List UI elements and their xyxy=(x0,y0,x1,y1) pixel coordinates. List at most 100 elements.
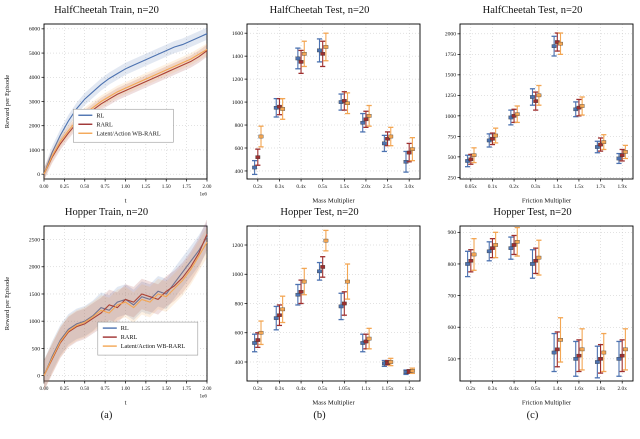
svg-text:1.1x: 1.1x xyxy=(361,386,371,392)
svg-text:1.5x: 1.5x xyxy=(340,184,350,190)
svg-text:0.1x: 0.1x xyxy=(488,184,498,190)
panel-hopper-test-friction: Hopper Test, n=20 500 600 700 800 900 0.2x 0.3… xyxy=(426,206,639,408)
chart-title: Hopper Train, n=20 xyxy=(64,207,149,218)
svg-text:1.8x: 1.8x xyxy=(596,386,606,392)
svg-text:0.00: 0.00 xyxy=(40,386,49,392)
svg-text:0.5x: 0.5x xyxy=(318,184,328,190)
svg-text:1000: 1000 xyxy=(445,114,456,120)
svg-text:0.2x: 0.2x xyxy=(253,386,263,392)
caption-c: (c) xyxy=(526,410,539,421)
svg-text:800: 800 xyxy=(448,262,457,268)
svg-text:1.25: 1.25 xyxy=(141,386,150,392)
svg-text:2000: 2000 xyxy=(29,124,40,130)
svg-text:0.50: 0.50 xyxy=(80,184,89,190)
svg-text:0.25: 0.25 xyxy=(60,386,69,392)
panel-halfcheetah-train: HalfCheetah Train, n=20 0 1000 2000 3000 400… xyxy=(0,4,213,206)
svg-text:Reward per Episode: Reward per Episode xyxy=(4,75,11,129)
svg-text:700: 700 xyxy=(448,293,457,299)
svg-text:Friction Multiplier: Friction Multiplier xyxy=(522,400,572,407)
svg-text:800: 800 xyxy=(235,123,244,129)
svg-text:600: 600 xyxy=(235,331,244,337)
panel-hopper-train: Hopper Train, n=20 0 500 1000 1500 2000 2500 0… xyxy=(0,206,213,408)
svg-text:0.75: 0.75 xyxy=(101,386,110,392)
svg-text:1.00: 1.00 xyxy=(121,386,130,392)
svg-text:t: t xyxy=(125,198,127,205)
svg-text:500: 500 xyxy=(448,357,457,363)
svg-text:0.5x: 0.5x xyxy=(531,386,541,392)
hopper-train-chart: 0 500 1000 1500 2000 2500 0.00 0.25 0.50 0.75 1.00… xyxy=(4,220,212,407)
svg-text:1.50: 1.50 xyxy=(162,386,171,392)
svg-text:1.7x: 1.7x xyxy=(596,184,606,190)
caption-b: (b) xyxy=(313,410,326,421)
svg-text:5000: 5000 xyxy=(29,51,40,57)
svg-text:RL: RL xyxy=(96,112,104,119)
svg-text:1.3x: 1.3x xyxy=(553,184,563,190)
svg-text:1.75: 1.75 xyxy=(182,184,191,190)
svg-text:600: 600 xyxy=(448,325,457,331)
svg-text:1500: 1500 xyxy=(445,73,456,79)
svg-text:600: 600 xyxy=(235,146,244,152)
svg-text:0.50: 0.50 xyxy=(80,386,89,392)
svg-text:1500: 1500 xyxy=(29,292,40,298)
svg-text:RARL: RARL xyxy=(121,334,138,341)
svg-text:500: 500 xyxy=(448,155,457,161)
svg-text:250: 250 xyxy=(448,175,457,181)
svg-text:1.25: 1.25 xyxy=(141,184,150,190)
panel-halfcheetah-test-mass: HalfCheetah Test, n=20 400 600 800 1000 1200… xyxy=(213,4,426,206)
svg-text:900: 900 xyxy=(448,230,457,236)
svg-text:0.00: 0.00 xyxy=(40,184,49,190)
svg-text:1.15x: 1.15x xyxy=(381,386,393,392)
svg-text:3000: 3000 xyxy=(29,99,40,105)
svg-text:2.00: 2.00 xyxy=(203,184,212,190)
svg-text:1.6x: 1.6x xyxy=(574,386,584,392)
svg-text:2000: 2000 xyxy=(445,32,456,38)
svg-text:Mass Multiplier: Mass Multiplier xyxy=(312,400,355,407)
halfcheetah-train-chart: 0 1000 2000 3000 4000 5000 6000 0.00 0.25 0.50 0.7… xyxy=(4,23,212,205)
svg-text:0.75: 0.75 xyxy=(101,184,110,190)
svg-text:1000: 1000 xyxy=(232,272,243,278)
svg-text:800: 800 xyxy=(235,301,244,307)
svg-text:0: 0 xyxy=(37,172,40,178)
svg-text:0.5x: 0.5x xyxy=(318,386,328,392)
chart-title: HalfCheetah Test, n=20 xyxy=(482,5,583,16)
caption-row: (a) (b) (c) xyxy=(0,410,640,421)
svg-text:1.05x: 1.05x xyxy=(338,386,350,392)
svg-text:0.3x: 0.3x xyxy=(275,386,285,392)
svg-text:1200: 1200 xyxy=(232,77,243,83)
svg-text:Friction Multiplier: Friction Multiplier xyxy=(522,198,572,205)
svg-text:0.25: 0.25 xyxy=(60,184,69,190)
svg-text:Latent/Action WB-RARL: Latent/Action WB-RARL xyxy=(96,130,161,137)
svg-text:0.05x: 0.05x xyxy=(465,184,477,190)
chart-title: Hopper Test, n=20 xyxy=(493,207,572,218)
svg-text:0.2x: 0.2x xyxy=(253,184,263,190)
svg-text:1000: 1000 xyxy=(29,148,40,154)
chart-title: HalfCheetah Test, n=20 xyxy=(269,5,370,16)
svg-text:3.0x: 3.0x xyxy=(404,184,414,190)
svg-text:2000: 2000 xyxy=(29,265,40,271)
svg-text:2.00: 2.00 xyxy=(203,386,212,392)
svg-text:0.2x: 0.2x xyxy=(466,386,476,392)
svg-text:2.5x: 2.5x xyxy=(383,184,393,190)
svg-text:1.75: 1.75 xyxy=(182,386,191,392)
panel-halfcheetah-test-friction: HalfCheetah Test, n=20 250 500 750 1000 1250… xyxy=(426,4,639,206)
svg-text:0.4x: 0.4x xyxy=(296,386,306,392)
svg-text:RARL: RARL xyxy=(96,121,113,128)
svg-text:1750: 1750 xyxy=(445,52,456,58)
svg-text:4000: 4000 xyxy=(29,75,40,81)
svg-text:1250: 1250 xyxy=(445,93,456,99)
svg-text:RL: RL xyxy=(121,325,129,332)
svg-text:1400: 1400 xyxy=(232,54,243,60)
svg-text:0.4x: 0.4x xyxy=(509,386,519,392)
svg-text:0: 0 xyxy=(37,373,40,379)
svg-text:0.3x: 0.3x xyxy=(531,184,541,190)
svg-text:1e6: 1e6 xyxy=(200,192,208,198)
svg-text:1000: 1000 xyxy=(232,100,243,106)
svg-text:Reward per Episode: Reward per Episode xyxy=(4,277,11,331)
svg-text:t: t xyxy=(125,400,127,407)
svg-text:1.00: 1.00 xyxy=(121,184,130,190)
svg-text:1600: 1600 xyxy=(232,31,243,37)
svg-text:400: 400 xyxy=(235,169,244,175)
hopper-test-mass-chart: 400 600 800 1000 1200 0.2x 0.3x 0.4x 0.5x 1.05x 1.… xyxy=(232,225,421,407)
svg-text:1.2x: 1.2x xyxy=(404,386,414,392)
